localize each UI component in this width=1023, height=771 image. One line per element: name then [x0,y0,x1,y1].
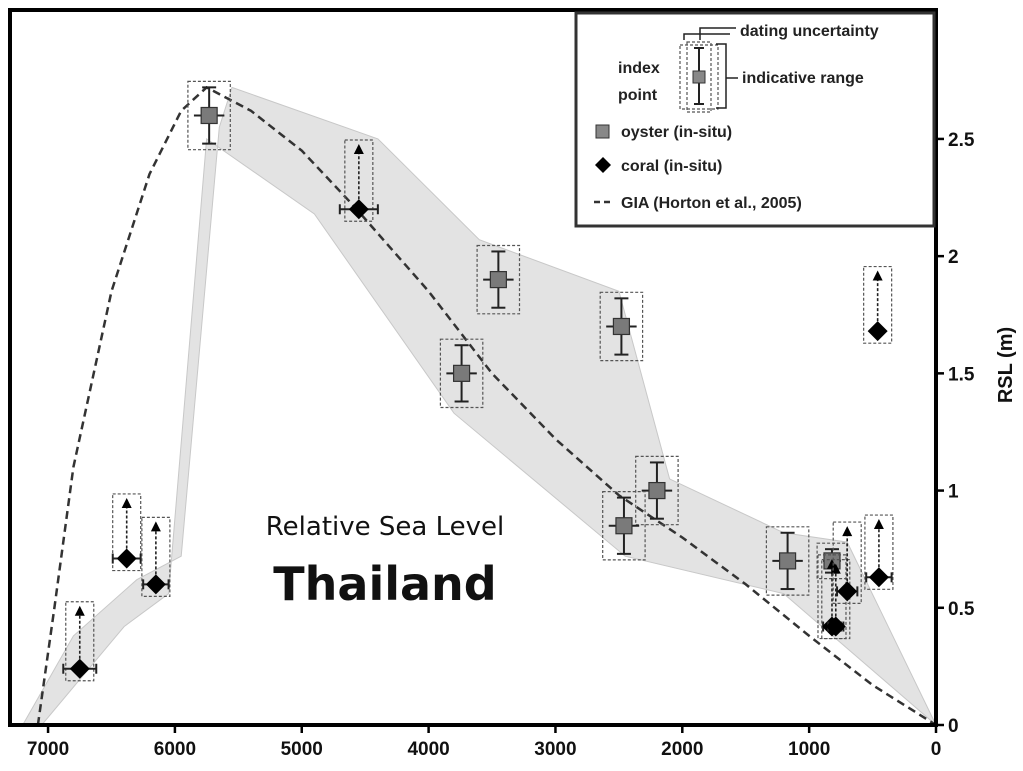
legend-oyster: oyster (in-situ) [621,124,732,141]
coral-point-7 [864,514,894,590]
y-tick-label-4: 2 [948,247,959,268]
coral-point-0 [338,139,379,222]
axes: 7000 6000 5000 4000 3000 2000 1000 00 0.5 1 1.5 2 2.… [8,8,975,760]
x-tick-label-0: 7000 [27,739,69,760]
chart-subtitle: Thailand [273,557,496,611]
coral-point-2 [111,493,142,572]
y-tick-label-2: 1 [948,482,959,503]
y-axis-label: RSL (m) [995,327,1017,403]
coral-point-1 [62,601,98,682]
y-tick-label-5: 2.5 [948,130,975,151]
coral-point-5 [821,558,851,640]
legend-index: index [618,60,660,77]
legend-dating-uncertainty: dating uncertainty [740,23,879,40]
legend-point: point [618,87,658,104]
plot-area [21,80,937,727]
x-tick-label-4: 3000 [534,739,576,760]
x-tick-label-1: 6000 [154,739,196,760]
legend-gia: GIA (Horton et al., 2005) [621,195,802,212]
y-tick-label-0: 0 [948,716,959,737]
legend-coral: coral (in-situ) [621,158,722,175]
y-tick-label-3: 1.5 [948,364,975,385]
legend-box [574,11,936,228]
plot-frame [8,8,938,727]
x-tick-label-6: 1000 [788,739,830,760]
rsl-envelope [21,86,937,726]
legend-index-symbol [679,27,738,113]
oyster-point-6 [765,526,810,596]
oyster-point-4 [635,455,679,526]
legend: dating uncertainty index point indicativ… [574,11,936,228]
legend-coral-marker [595,157,611,173]
oyster-point-0 [187,80,231,151]
coral-point-3 [141,516,171,597]
chart-title: Relative Sea Level [266,512,504,542]
gia-curve [36,85,937,727]
oyster-point-3 [599,291,644,362]
oyster-point-1 [476,244,521,315]
legend-indicative-range: indicative range [742,70,864,87]
legend-oyster-marker [595,124,610,139]
x-tick-label-2: 5000 [281,739,323,760]
x-tick-label-5: 2000 [661,739,703,760]
coral-point-6 [832,521,862,604]
oyster-point-2 [439,338,484,409]
x-tick-label-3: 4000 [407,739,449,760]
oyster-point-5 [602,491,646,561]
x-tick-label-7: 0 [931,739,942,760]
coral-point-8 [863,265,893,344]
y-tick-label-1: 0.5 [948,599,975,620]
